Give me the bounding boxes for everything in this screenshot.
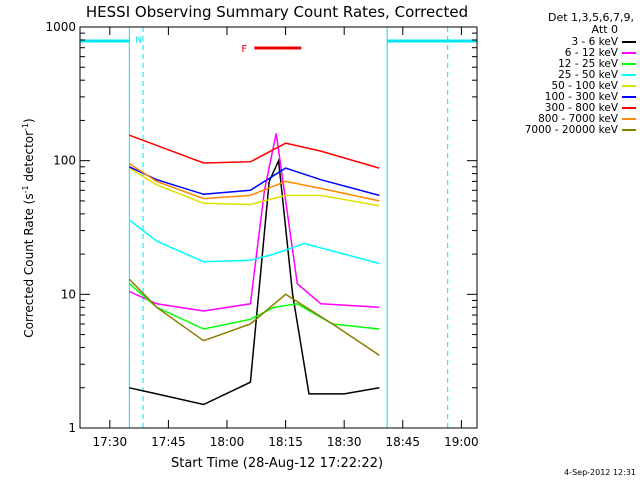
plot-frame [79,26,478,429]
y-axis-label: Corrected Count Rate (s-1 detector-1) [21,118,36,337]
x-tick-label-4: 18:30 [327,435,362,449]
legend-item-1: 6 - 12 keV [482,46,638,59]
legend-swatch [622,128,636,131]
series-line-3 [128,219,380,265]
legend-label: 7000 - 20000 keV [524,123,618,136]
chart-title: HESSI Observing Summary Count Rates, Cor… [86,3,468,21]
y-tick-label-1: 10 [61,287,76,301]
legend-header-line2: Att 0 [591,23,618,36]
series-line-7 [128,162,380,202]
legend-swatch [622,51,636,54]
x-tick-label-1: 17:45 [151,435,186,449]
series-lines [128,133,380,406]
legend-swatch [622,117,636,120]
flare-flag-label: F [241,44,247,55]
legend-item-6: 300 - 800 keV [482,101,638,114]
legend-item-4: 50 - 100 keV [482,79,638,92]
x-tick-label-2: 18:00 [210,435,245,449]
legend-item-8: 7000 - 20000 keV [482,123,638,136]
night-label: N [135,36,142,46]
legend-item-5: 100 - 300 keV [482,90,638,103]
x-tick-label-6: 19:00 [444,435,479,449]
legend-swatch [622,106,636,109]
legend-swatch [622,84,636,87]
legend-label: 300 - 800 keV [544,101,618,114]
legend: Det 1,3,5,6,7,9, Att 0 3 - 6 keV 6 - 12 k… [482,11,638,136]
legend-label: 6 - 12 keV [564,46,618,59]
timestamp: 4-Sep-2012 12:31 [564,468,636,477]
y-tick-label-3: 1000 [45,20,76,34]
legend-label: 3 - 6 keV [571,35,618,48]
series-line-5 [128,166,380,197]
legend-label: 25 - 50 keV [558,68,618,81]
x-tick-label-3: 18:15 [268,435,303,449]
y-tick-label-2: 100 [53,154,76,168]
legend-label: 12 - 25 keV [558,57,618,70]
series-line-2 [128,283,380,330]
x-tick-label-0: 17:30 [93,435,128,449]
x-axis-label: Start Time (28-Aug-12 17:22:22) [171,456,383,471]
legend-item-3: 25 - 50 keV [482,68,638,81]
legend-item-7: 800 - 7000 keV [482,112,638,125]
legend-swatch [622,73,636,76]
series-line-4 [128,167,380,207]
series-line-6 [129,134,380,169]
series-line-8 [128,278,380,356]
legend-label: 100 - 300 keV [544,90,618,103]
night-markers: NF [80,27,477,428]
legend-swatch [622,62,636,65]
legend-label: 800 - 7000 keV [538,112,618,125]
legend-swatch [622,40,636,43]
legend-item-2: 12 - 25 keV [482,57,638,70]
x-tick-label-5: 18:45 [385,435,420,449]
legend-header-line1: Det 1,3,5,6,7,9, [547,11,634,24]
legend-rows: 3 - 6 keV 6 - 12 keV 12 - 25 keV 25 - 50 ke… [482,35,638,136]
axes: 17:30 17:45 18:00 18:15 18:30 18:45 19:00 1 10 10… [45,20,478,449]
legend-label: 50 - 100 keV [551,79,618,92]
y-tick-label-0: 1 [68,421,76,435]
series-line-0 [129,157,380,406]
legend-swatch [622,95,636,98]
legend-item-0: 3 - 6 keV [482,35,638,48]
